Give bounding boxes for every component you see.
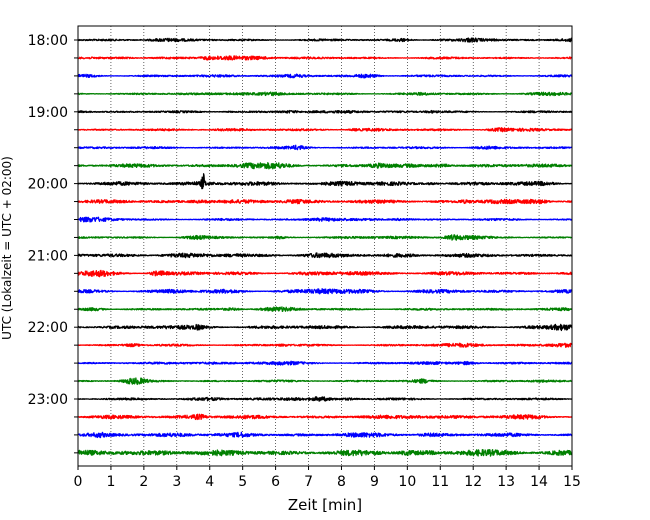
trace-2215 (77, 342, 573, 348)
x-tick-label: 4 (205, 474, 214, 490)
x-tick-label: 7 (304, 474, 313, 490)
trace-2030 (77, 216, 573, 223)
trace-2015 (77, 198, 573, 205)
trace-1845 (77, 91, 573, 97)
x-tick-label: 13 (497, 474, 515, 490)
trace-1945 (77, 161, 573, 170)
grid-lines (110, 26, 540, 466)
trace-2300 (77, 396, 573, 402)
x-tick-label: 2 (139, 474, 148, 490)
trace-2315 (77, 413, 573, 421)
trace-2345 (77, 448, 573, 457)
x-axis-label: Zeit [min] (288, 496, 362, 514)
trace-2100 (77, 252, 573, 259)
trace-1800 (77, 37, 573, 43)
trace-2000 (77, 173, 573, 190)
x-tick-label: 14 (530, 474, 548, 490)
seismic-traces (77, 37, 573, 457)
x-axis-ticks: 0 1 2 3 4 5 6 7 8 9 10 11 12 13 14 15 (74, 466, 581, 490)
trace-2130 (77, 288, 573, 295)
x-tick-label: 1 (106, 474, 115, 490)
trace-1830 (77, 73, 573, 79)
trace-2145 (77, 306, 573, 312)
x-tick-label: 5 (238, 474, 247, 490)
x-tick-label: 3 (172, 474, 181, 490)
x-tick-label: 9 (370, 474, 379, 490)
y-axis-ticks: 18:00 19:00 20:00 21:00 22:00 23:00 (28, 33, 78, 454)
x-tick-label: 15 (563, 474, 581, 490)
y-tick-label: 21:00 (28, 248, 68, 264)
x-tick-label: 11 (431, 474, 449, 490)
trace-2045 (77, 234, 573, 241)
trace-1930 (77, 144, 573, 151)
trace-1900 (77, 109, 573, 114)
y-tick-label: 22:00 (28, 320, 68, 336)
trace-2330 (77, 431, 573, 439)
plot-frame (77, 25, 573, 467)
y-tick-label: 18:00 (28, 33, 68, 49)
x-tick-label: 0 (74, 474, 83, 490)
y-axis-label: UTC (Lokalzeit = UTC + 02:00) (0, 156, 14, 340)
x-tick-label: 6 (271, 474, 280, 490)
trace-2115 (77, 269, 573, 278)
trace-1815 (77, 55, 573, 61)
y-tick-label: 19:00 (28, 105, 68, 121)
trace-1915 (77, 127, 573, 133)
trace-2245 (77, 377, 573, 386)
y-tick-label: 20:00 (28, 177, 68, 193)
y-tick-label: 23:00 (28, 392, 68, 408)
x-tick-label: 8 (337, 474, 346, 490)
x-tick-label: 12 (464, 474, 482, 490)
trace-2200 (77, 323, 573, 332)
trace-2230 (77, 360, 573, 366)
x-tick-label: 10 (398, 474, 416, 490)
